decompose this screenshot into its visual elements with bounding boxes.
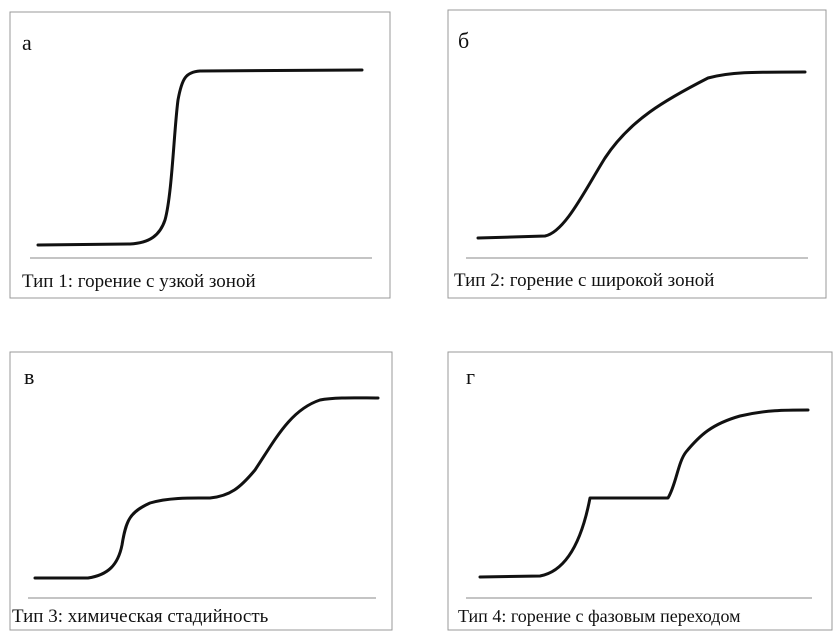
curve bbox=[476, 70, 807, 240]
caption: Тип 2: горение с широкой зоной bbox=[454, 270, 714, 291]
curve bbox=[478, 408, 810, 579]
caption: Тип 4: горение с фазовым переходом bbox=[458, 606, 741, 626]
panel-letter: г bbox=[466, 364, 475, 389]
caption: Тип 3: химическая стадийность bbox=[12, 606, 269, 627]
panel-frame bbox=[447, 9, 827, 299]
panel-frame bbox=[9, 11, 391, 299]
panel-letter: в bbox=[24, 364, 34, 389]
panel-letter: б bbox=[458, 28, 469, 53]
curve bbox=[33, 396, 380, 580]
panel-letter: а bbox=[22, 30, 32, 55]
curve bbox=[36, 68, 364, 247]
panel-frame bbox=[9, 351, 393, 631]
caption: Тип 1: горение с узкой зоной bbox=[22, 271, 256, 292]
panel-frame bbox=[447, 351, 833, 631]
